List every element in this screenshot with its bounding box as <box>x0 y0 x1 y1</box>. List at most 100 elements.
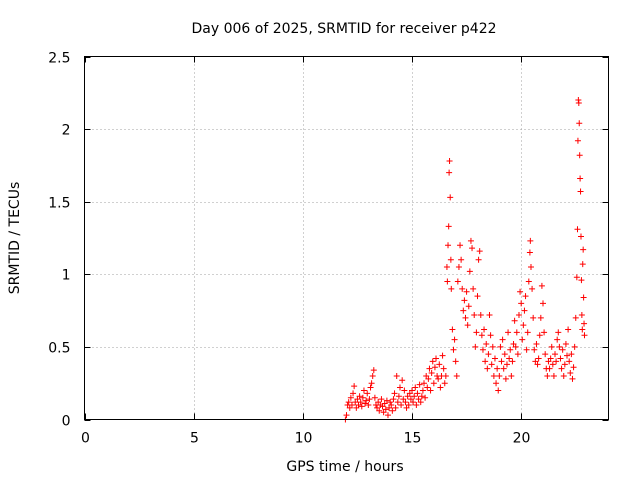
y-tick-label: 0 <box>62 414 71 430</box>
data-point <box>525 278 532 285</box>
data-point <box>366 396 373 403</box>
y-tick-label: 1 <box>62 268 71 284</box>
data-point <box>571 343 578 350</box>
data-point <box>444 278 451 285</box>
data-point <box>351 383 358 390</box>
data-point <box>431 364 438 371</box>
data-point <box>499 336 506 343</box>
data-point <box>497 343 504 350</box>
axis-ticks <box>84 56 609 421</box>
y-tick-label: 2 <box>62 123 71 139</box>
data-point <box>450 346 457 353</box>
data-point <box>422 394 429 401</box>
data-point <box>549 361 556 368</box>
data-point <box>418 393 425 400</box>
data-point <box>460 307 467 314</box>
data-point <box>493 380 500 387</box>
data-point <box>365 401 372 408</box>
data-point <box>416 381 423 388</box>
data-point <box>506 355 513 362</box>
data-point <box>547 355 554 362</box>
data-point <box>445 223 452 230</box>
data-point <box>356 393 363 400</box>
data-point <box>579 326 586 333</box>
data-point <box>413 401 420 408</box>
data-point <box>482 358 489 365</box>
data-point <box>453 372 460 379</box>
data-point <box>389 407 396 414</box>
data-point <box>527 264 534 271</box>
data-point <box>509 358 516 365</box>
data-point <box>546 365 553 372</box>
data-point <box>437 384 444 391</box>
data-point <box>442 372 449 379</box>
data-point <box>514 351 521 358</box>
data-point <box>392 404 399 411</box>
data-point <box>412 384 419 391</box>
data-point <box>580 246 587 253</box>
data-points <box>342 97 588 423</box>
x-axis-title: GPS time / hours <box>286 459 403 475</box>
data-point <box>402 399 409 406</box>
data-point <box>466 268 473 275</box>
data-point <box>581 320 588 327</box>
data-point <box>388 401 395 408</box>
data-point <box>534 361 541 368</box>
data-point <box>552 351 559 358</box>
data-point <box>529 285 536 292</box>
plot-frame <box>84 56 609 420</box>
data-point <box>362 400 369 407</box>
data-point <box>446 158 453 165</box>
y-tick-label: 2.5 <box>48 51 70 67</box>
data-point <box>484 365 491 372</box>
data-point <box>370 367 377 374</box>
data-point <box>577 175 584 182</box>
data-point <box>501 351 508 358</box>
data-point <box>557 355 564 362</box>
x-tick-label: 15 <box>404 431 422 447</box>
data-point <box>548 343 555 350</box>
data-point <box>447 194 454 201</box>
data-point <box>378 396 385 403</box>
data-point <box>550 372 557 379</box>
data-point <box>487 332 494 339</box>
data-point <box>433 355 440 362</box>
data-point <box>540 300 546 307</box>
data-point <box>384 412 391 419</box>
x-tick-label: 5 <box>190 431 199 447</box>
data-point <box>364 390 371 397</box>
data-point <box>448 285 455 292</box>
data-point <box>449 326 456 333</box>
data-point <box>489 343 496 350</box>
data-point <box>536 332 543 339</box>
data-point <box>577 188 584 195</box>
data-point <box>454 278 461 285</box>
data-point <box>405 401 412 408</box>
data-point <box>505 329 512 336</box>
data-point <box>439 352 446 359</box>
data-point <box>421 380 428 387</box>
data-point <box>399 377 406 384</box>
data-point <box>502 375 509 382</box>
data-point <box>394 399 401 406</box>
data-point <box>390 396 397 403</box>
data-point <box>488 361 495 368</box>
grid <box>84 56 609 420</box>
data-point <box>452 358 459 365</box>
data-point <box>350 390 357 397</box>
data-point <box>535 355 542 362</box>
data-point <box>429 358 436 365</box>
data-point <box>383 397 390 404</box>
data-point <box>566 358 573 365</box>
data-point <box>477 311 484 318</box>
data-point <box>443 264 450 271</box>
data-point <box>391 390 398 397</box>
data-point <box>572 314 579 321</box>
data-point <box>486 311 493 318</box>
data-point <box>503 361 510 368</box>
data-point <box>478 332 485 339</box>
data-point <box>507 346 514 353</box>
data-point <box>573 274 580 281</box>
x-tick-label: 10 <box>295 431 313 447</box>
data-point <box>469 245 476 252</box>
